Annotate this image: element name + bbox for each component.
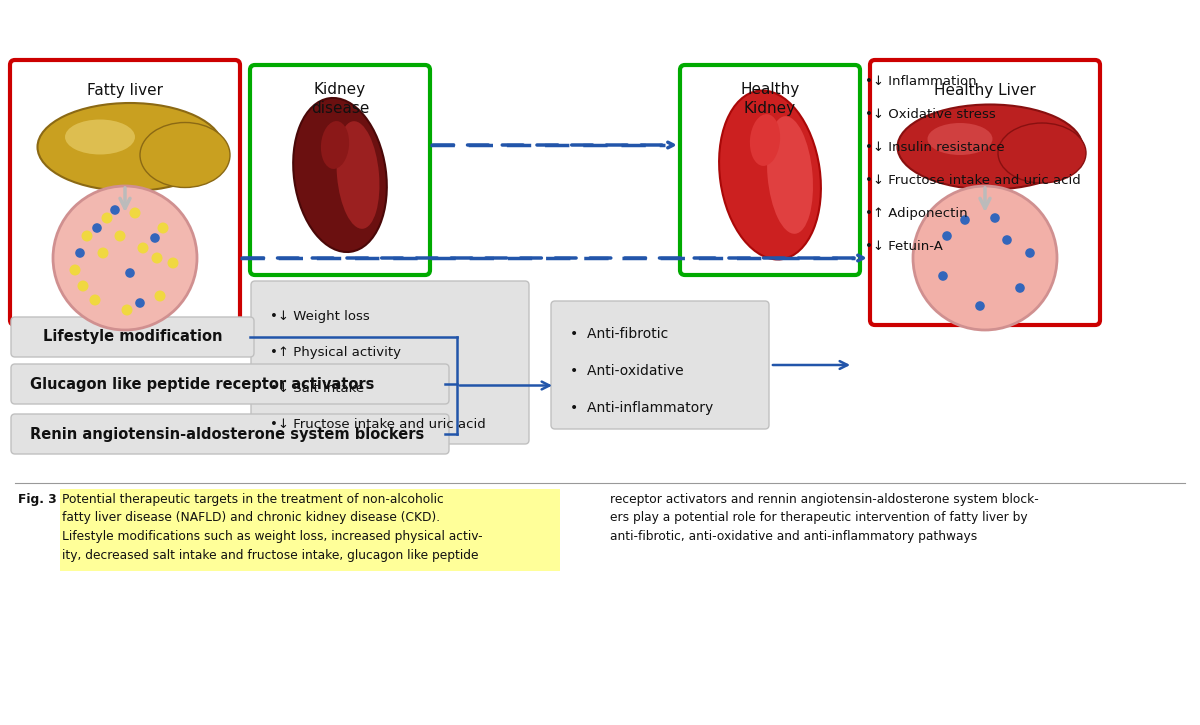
Circle shape [1002,235,1012,245]
Circle shape [168,257,179,268]
Ellipse shape [928,123,992,155]
Text: Lifestyle modification: Lifestyle modification [43,329,222,344]
Circle shape [90,294,101,305]
Text: •  Anti-inflammatory: • Anti-inflammatory [570,401,713,415]
Text: Renin angiotensin-aldosterone system blockers: Renin angiotensin-aldosterone system blo… [30,426,425,442]
Text: •  Anti-oxidative: • Anti-oxidative [570,364,684,378]
Text: •↓ Fetuin-A: •↓ Fetuin-A [865,240,943,253]
Circle shape [138,242,149,254]
Text: Glucagon like peptide receptor activators: Glucagon like peptide receptor activator… [30,376,374,392]
Text: Healthy Liver: Healthy Liver [934,83,1036,98]
Ellipse shape [140,123,230,188]
FancyBboxPatch shape [60,489,560,571]
FancyBboxPatch shape [551,301,769,429]
Text: Potential therapeutic targets in the treatment of non-alcoholic
fatty liver dise: Potential therapeutic targets in the tre… [62,493,482,561]
FancyBboxPatch shape [11,364,449,404]
Text: Kidney
disease: Kidney disease [311,82,370,115]
Ellipse shape [320,121,349,169]
FancyBboxPatch shape [251,281,529,444]
FancyBboxPatch shape [11,414,449,454]
Ellipse shape [65,120,134,154]
Circle shape [913,186,1057,330]
Ellipse shape [293,98,386,252]
Circle shape [942,231,952,241]
Circle shape [938,271,948,281]
Circle shape [157,223,168,233]
Ellipse shape [998,123,1086,183]
Text: •↑ Adiponectin: •↑ Adiponectin [865,207,967,220]
Text: Fig. 3: Fig. 3 [18,493,56,506]
Text: •↓ Fructose intake and uric acid: •↓ Fructose intake and uric acid [865,174,1081,187]
Circle shape [82,231,92,241]
Ellipse shape [750,114,780,166]
Circle shape [114,231,126,241]
Circle shape [136,298,145,308]
Circle shape [110,205,120,215]
Circle shape [1025,248,1034,258]
Circle shape [53,186,197,330]
Ellipse shape [37,103,222,191]
Ellipse shape [767,116,812,233]
Text: •↓ Inflammation: •↓ Inflammation [865,75,977,88]
Circle shape [1015,283,1025,293]
Text: receptor activators and rennin angiotensin-aldosterone system block-
ers play a : receptor activators and rennin angiotens… [610,493,1039,543]
Ellipse shape [336,121,379,229]
Circle shape [990,213,1000,223]
Circle shape [155,291,166,302]
Circle shape [121,304,132,315]
Text: •  Anti-fibrotic: • Anti-fibrotic [570,327,668,341]
Text: •↓ Weight loss: •↓ Weight loss [270,310,370,323]
Text: Fatty liver: Fatty liver [88,83,163,98]
FancyBboxPatch shape [11,317,254,357]
Circle shape [151,252,162,263]
Text: •↓ Oxidative stress: •↓ Oxidative stress [865,108,996,121]
Text: •↓ Salt intake: •↓ Salt intake [270,382,364,395]
Circle shape [97,247,108,259]
Circle shape [125,268,134,278]
Circle shape [960,215,970,225]
Text: •↑ Physical activity: •↑ Physical activity [270,346,401,359]
Circle shape [102,212,113,223]
Circle shape [70,265,80,276]
Text: •↓ Insulin resistance: •↓ Insulin resistance [865,141,1004,154]
Circle shape [150,233,160,243]
Circle shape [78,281,89,291]
Text: Healthy
Kidney: Healthy Kidney [740,82,799,115]
Ellipse shape [719,91,821,260]
Circle shape [76,248,85,258]
Circle shape [976,301,985,311]
Ellipse shape [898,104,1082,189]
Text: •↓ Fructose intake and uric acid: •↓ Fructose intake and uric acid [270,418,486,431]
Circle shape [92,223,102,233]
Circle shape [130,207,140,218]
